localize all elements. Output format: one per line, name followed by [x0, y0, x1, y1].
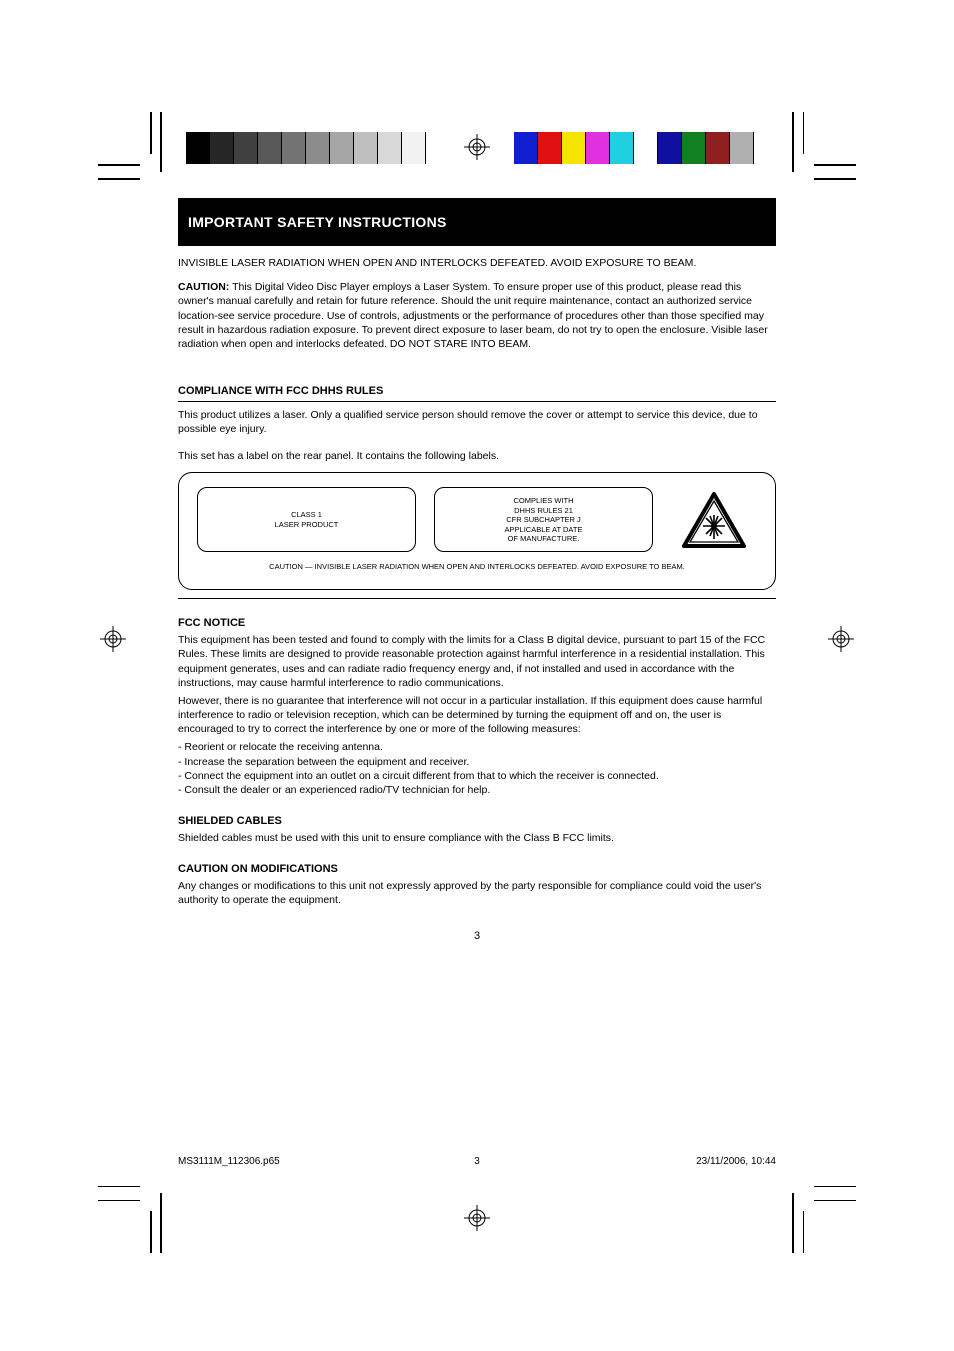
crop-mark — [803, 1211, 805, 1253]
crop-mark — [792, 1193, 794, 1253]
caution-heading: CAUTION: — [178, 281, 229, 293]
modifications-heading: CAUTION ON MODIFICATIONS — [178, 863, 776, 875]
footer-filename: MS3111M_112306.p65 — [178, 1156, 280, 1167]
dhhs-heading: COMPLIANCE WITH FCC DHHS RULES — [178, 385, 776, 397]
grayscale-calibration-bar — [186, 132, 426, 164]
caution-body: This Digital Video Disc Player employs a… — [178, 281, 768, 350]
class1-label: CLASS 1 LASER PRODUCT — [197, 487, 416, 552]
crop-mark — [803, 112, 805, 154]
page-number: 3 — [178, 930, 776, 942]
laser-warning-icon — [671, 487, 757, 552]
registration-mark-icon — [464, 1205, 490, 1231]
crop-mark — [160, 1193, 162, 1253]
dhhs-label: COMPLIES WITH DHHS RULES 21 CFR SUBCHAPT… — [434, 487, 653, 552]
fcc-bullet: Increase the separation between the equi… — [184, 756, 469, 768]
registration-mark-icon — [828, 626, 854, 652]
footer-page: 3 — [474, 1156, 480, 1167]
footer-date: 23/11/2006, 10:44 — [696, 1156, 776, 1167]
fcc-bullet: Connect the equipment into an outlet on … — [184, 770, 658, 782]
divider — [178, 598, 776, 599]
crop-mark — [814, 1200, 856, 1202]
crop-mark — [814, 164, 856, 166]
label-bottom-text: CAUTION — INVISIBLE LASER RADIATION WHEN… — [197, 562, 757, 571]
crop-mark — [150, 1211, 152, 1253]
print-footer: MS3111M_112306.p65 3 23/11/2006, 10:44 — [178, 1156, 776, 1167]
divider — [178, 401, 776, 402]
invisible-radiation-text: INVISIBLE LASER RADIATION WHEN OPEN AND … — [178, 256, 776, 270]
fcc-p1: This equipment has been tested and found… — [178, 633, 776, 690]
crop-mark — [160, 112, 162, 172]
crop-mark — [792, 112, 794, 172]
fcc-bullet: Reorient or relocate the receiving anten… — [184, 741, 382, 753]
fcc-p2: However, there is no guarantee that inte… — [178, 694, 776, 737]
page-title: IMPORTANT SAFETY INSTRUCTIONS — [178, 198, 776, 246]
dhhs-body: This product utilizes a laser. Only a qu… — [178, 408, 776, 436]
crop-mark — [814, 178, 856, 180]
crop-mark — [98, 1200, 140, 1202]
rear-label-panel: CLASS 1 LASER PRODUCT COMPLIES WITH DHHS… — [178, 472, 776, 590]
registration-mark-icon — [464, 134, 490, 160]
fcc-bullet: Consult the dealer or an experienced rad… — [184, 784, 490, 796]
color-calibration-bar — [514, 132, 754, 164]
shielded-cables-body: Shielded cables must be used with this u… — [178, 831, 776, 845]
registration-mark-icon — [100, 626, 126, 652]
crop-mark — [814, 1186, 856, 1188]
crop-mark — [98, 1186, 140, 1188]
fcc-heading: FCC NOTICE — [178, 617, 776, 629]
labels-caption: This set has a label on the rear panel. … — [178, 450, 776, 462]
page-content: IMPORTANT SAFETY INSTRUCTIONS INVISIBLE … — [178, 198, 776, 1161]
caution-block: CAUTION: This Digital Video Disc Player … — [178, 280, 776, 351]
shielded-cables-heading: SHIELDED CABLES — [178, 815, 776, 827]
crop-mark — [98, 164, 140, 166]
crop-mark — [98, 178, 140, 180]
crop-mark — [150, 112, 152, 154]
modifications-body: Any changes or modifications to this uni… — [178, 879, 776, 907]
